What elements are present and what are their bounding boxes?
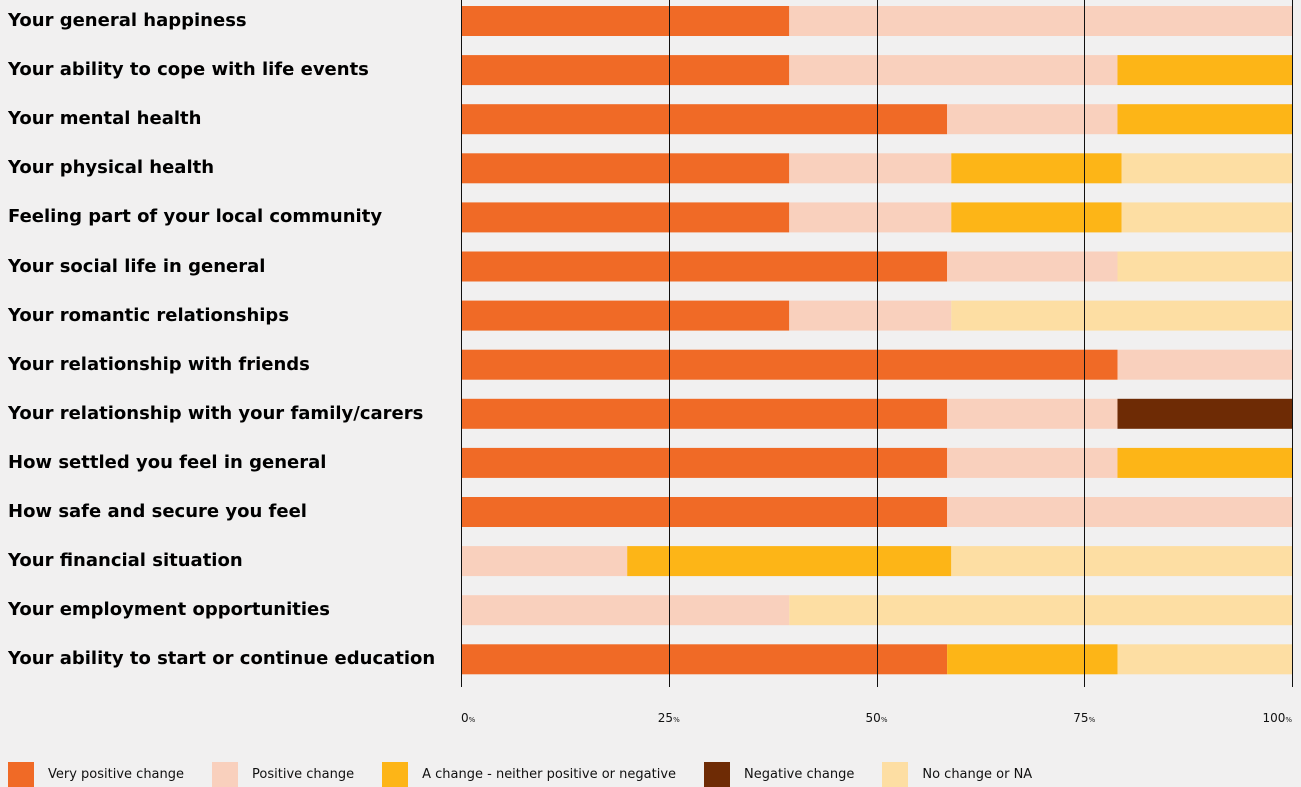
legend-swatch (704, 762, 731, 787)
bar-segment (789, 6, 1292, 36)
x-tick-label: 0% (461, 711, 475, 725)
bar-segment (1117, 349, 1292, 380)
bar-segment (461, 104, 948, 135)
category-label: How settled you feel in general (8, 451, 327, 473)
bar-segment (951, 153, 1122, 184)
tick-value: 25 (657, 711, 674, 725)
legend-item: A change - neither positive or negative (382, 762, 676, 787)
bar-segment (461, 6, 790, 36)
legend-item: Very positive change (8, 762, 184, 787)
bar-segment (1121, 202, 1292, 233)
legend-label: Very positive change (48, 767, 185, 782)
bar-segment (461, 251, 948, 282)
bar-segment (951, 546, 1292, 577)
x-tick-label: 50% (866, 711, 888, 725)
bar-segment (951, 300, 1292, 331)
category-label: Your ability to start or continue educat… (8, 648, 436, 670)
bar-segment (461, 55, 790, 86)
bar-segment (461, 644, 948, 675)
legend-label: A change - neither positive or negative (422, 767, 677, 782)
category-label: Your relationship with your family/carer… (8, 402, 424, 424)
x-tick-label: 25% (658, 711, 680, 725)
tick-unit: % (880, 716, 888, 724)
bar-segment (461, 595, 790, 626)
legend: Very positive change Positive change A cha… (8, 762, 1060, 787)
legend-label: Positive change (252, 767, 355, 782)
bar-segment (951, 202, 1122, 233)
bar-segment (947, 398, 1118, 429)
bar-segment (947, 644, 1118, 675)
bar-segment (947, 497, 1292, 527)
bar-segment (1117, 55, 1292, 86)
bar-segment (1117, 447, 1292, 478)
bar-segment (947, 447, 1118, 478)
bar-segment (461, 546, 628, 577)
category-label: Your financial situation (8, 550, 243, 572)
bar-segment (1117, 251, 1292, 282)
bar-segment (461, 398, 948, 429)
bar-segment (461, 153, 790, 184)
category-label: Your relationship with friends (8, 353, 310, 375)
tick-value: 0 (461, 711, 469, 725)
legend-swatch (212, 762, 239, 787)
bar-segment (461, 447, 948, 478)
bar-segment (789, 300, 952, 331)
legend-swatch (882, 762, 909, 787)
category-label: How safe and secure you feel (8, 501, 307, 522)
tick-unit: % (1285, 716, 1292, 724)
legend-item: No change or NA (882, 762, 1032, 787)
bar-segment (789, 595, 1292, 626)
bar-segment (461, 202, 790, 233)
x-tick-label: 100% (1262, 711, 1292, 725)
bar-segment (1117, 104, 1292, 135)
bar-segment (947, 104, 1118, 135)
legend-swatch (8, 762, 34, 787)
bar-segment (461, 300, 790, 331)
legend-item: Negative change (704, 762, 854, 787)
category-label: Your romantic relationships (8, 304, 290, 326)
tick-value: 50 (865, 711, 881, 725)
legend-swatch (382, 762, 409, 787)
tick-unit: % (1088, 716, 1096, 724)
legend-item: Positive change (212, 762, 354, 787)
bar-segment (789, 202, 952, 233)
bar-segment (789, 153, 952, 184)
category-label: Your employment opportunities (8, 599, 330, 621)
bar-segment (1117, 644, 1292, 675)
category-label: Your ability to cope with life events (8, 59, 369, 81)
tick-unit: % (673, 716, 680, 724)
category-label: Your physical health (8, 157, 215, 179)
bar-segment (1121, 153, 1292, 184)
legend-label: No change or NA (922, 767, 1033, 782)
legend-label: Negative change (744, 767, 855, 782)
bar-segment (627, 546, 952, 577)
category-label: Your mental health (8, 108, 202, 130)
category-label: Your social life in general (8, 255, 266, 277)
tick-value: 100 (1262, 711, 1286, 725)
x-tick-label: 75% (1073, 711, 1095, 725)
tick-value: 75 (1073, 711, 1089, 725)
category-label: Your general happiness (8, 10, 247, 31)
bar-segment (461, 497, 948, 527)
category-label: Feeling part of your local community (8, 206, 383, 228)
bar-segment (947, 251, 1118, 282)
bar-segment (1117, 398, 1292, 429)
bar-segment (461, 349, 1118, 380)
tick-unit: % (468, 716, 476, 724)
bar-segment (789, 55, 1118, 86)
stacked-bar-chart (461, 0, 1293, 687)
